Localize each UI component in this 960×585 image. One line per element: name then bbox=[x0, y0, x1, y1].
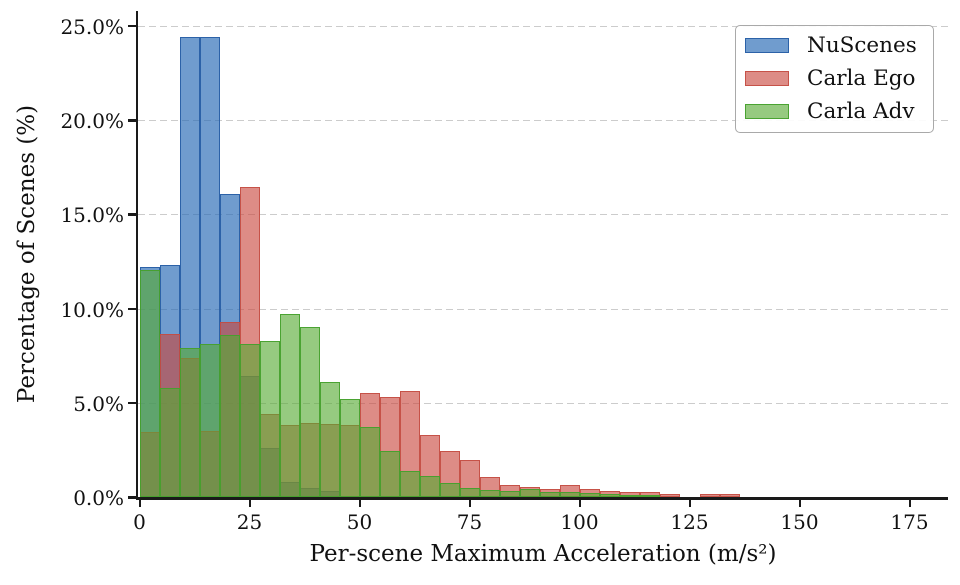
bar-carla-adv-14 bbox=[419, 476, 440, 497]
y-tick-20 bbox=[128, 119, 136, 122]
bar-carla-adv-2 bbox=[179, 348, 200, 497]
y-tick-10 bbox=[128, 307, 136, 310]
bar-carla-adv-4 bbox=[219, 334, 240, 497]
x-axis-spine bbox=[136, 497, 948, 500]
gridline-y-5 bbox=[138, 402, 948, 404]
legend-item-carla-adv: Carla Adv bbox=[736, 95, 933, 128]
bar-carla-adv-19 bbox=[519, 489, 540, 497]
bar-carla-ego-26 bbox=[660, 493, 681, 497]
legend: NuScenes Carla Ego Carla Adv bbox=[735, 25, 934, 133]
y-tick-label-0: 0.0% bbox=[73, 486, 124, 510]
x-tick-100 bbox=[578, 499, 581, 507]
x-tick-175 bbox=[908, 499, 911, 507]
x-tick-75 bbox=[468, 499, 471, 507]
legend-item-carla-ego: Carla Ego bbox=[736, 62, 933, 95]
bar-carla-adv-15 bbox=[439, 482, 460, 497]
y-axis-label: Percentage of Scenes (%) bbox=[14, 104, 40, 404]
gridline-y-25 bbox=[138, 25, 948, 27]
legend-label-carla-ego: Carla Ego bbox=[807, 66, 916, 91]
x-tick-label-50: 50 bbox=[346, 510, 373, 534]
y-tick-label-5: 5.0% bbox=[73, 391, 124, 416]
x-tick-label-25: 25 bbox=[236, 510, 263, 534]
x-tick-125 bbox=[688, 499, 691, 507]
y-tick-25 bbox=[128, 24, 136, 28]
legend-item-nuscenes: NuScenes bbox=[736, 29, 933, 62]
bar-carla-adv-20 bbox=[539, 492, 560, 497]
bar-carla-ego-28 bbox=[700, 494, 721, 497]
y-tick-5 bbox=[128, 401, 136, 405]
bar-carla-adv-11 bbox=[359, 427, 380, 497]
bar-carla-adv-12 bbox=[379, 450, 400, 497]
bar-carla-adv-7 bbox=[279, 314, 300, 497]
legend-label-carla-adv: Carla Adv bbox=[807, 99, 915, 124]
bar-carla-adv-8 bbox=[299, 327, 320, 497]
x-tick-0 bbox=[138, 499, 141, 507]
bar-carla-ego-29 bbox=[720, 494, 741, 497]
y-tick-label-25: 25.0% bbox=[60, 14, 124, 39]
gridline-y-15 bbox=[138, 214, 948, 216]
x-tick-label-100: 100 bbox=[560, 510, 599, 534]
x-tick-150 bbox=[798, 499, 801, 507]
x-tick-label-125: 125 bbox=[670, 510, 709, 534]
bar-carla-adv-24 bbox=[619, 495, 640, 498]
bar-carla-adv-9 bbox=[319, 382, 340, 497]
y-tick-label-15: 15.0% bbox=[60, 203, 124, 228]
bar-carla-adv-1 bbox=[159, 387, 180, 497]
x-tick-25 bbox=[248, 499, 251, 507]
y-tick-0 bbox=[128, 496, 136, 499]
bar-carla-adv-5 bbox=[239, 344, 260, 497]
gridline-y-20 bbox=[138, 120, 948, 121]
bar-carla-adv-16 bbox=[459, 487, 480, 497]
x-tick-label-0: 0 bbox=[133, 510, 146, 534]
legend-swatch-nuscenes bbox=[745, 38, 789, 53]
y-tick-label-20: 20.0% bbox=[60, 109, 124, 133]
legend-swatch-carla-adv bbox=[745, 104, 789, 119]
bar-carla-adv-22 bbox=[579, 493, 600, 497]
y-tick-label-10: 10.0% bbox=[60, 297, 124, 322]
bar-carla-adv-10 bbox=[339, 398, 360, 497]
bar-carla-adv-18 bbox=[499, 491, 520, 497]
bar-carla-adv-13 bbox=[399, 470, 420, 497]
x-tick-label-150: 150 bbox=[780, 510, 819, 534]
legend-swatch-carla-ego bbox=[745, 71, 789, 86]
y-axis-spine bbox=[136, 11, 138, 500]
x-tick-label-75: 75 bbox=[456, 510, 483, 534]
x-tick-50 bbox=[358, 499, 361, 507]
x-tick-label-175: 175 bbox=[890, 510, 929, 534]
y-tick-15 bbox=[128, 213, 136, 216]
bar-carla-adv-25 bbox=[640, 495, 661, 498]
legend-label-nuscenes: NuScenes bbox=[807, 33, 917, 58]
bar-carla-adv-3 bbox=[199, 344, 220, 497]
gridline-y-10 bbox=[138, 308, 948, 310]
bar-carla-adv-17 bbox=[479, 490, 500, 497]
bar-carla-adv-6 bbox=[259, 340, 280, 497]
bar-carla-adv-0 bbox=[139, 269, 160, 497]
bar-carla-adv-23 bbox=[599, 494, 620, 497]
bar-carla-adv-21 bbox=[559, 492, 580, 497]
x-axis-label: Per-scene Maximum Acceleration (m/s²) bbox=[309, 541, 777, 567]
